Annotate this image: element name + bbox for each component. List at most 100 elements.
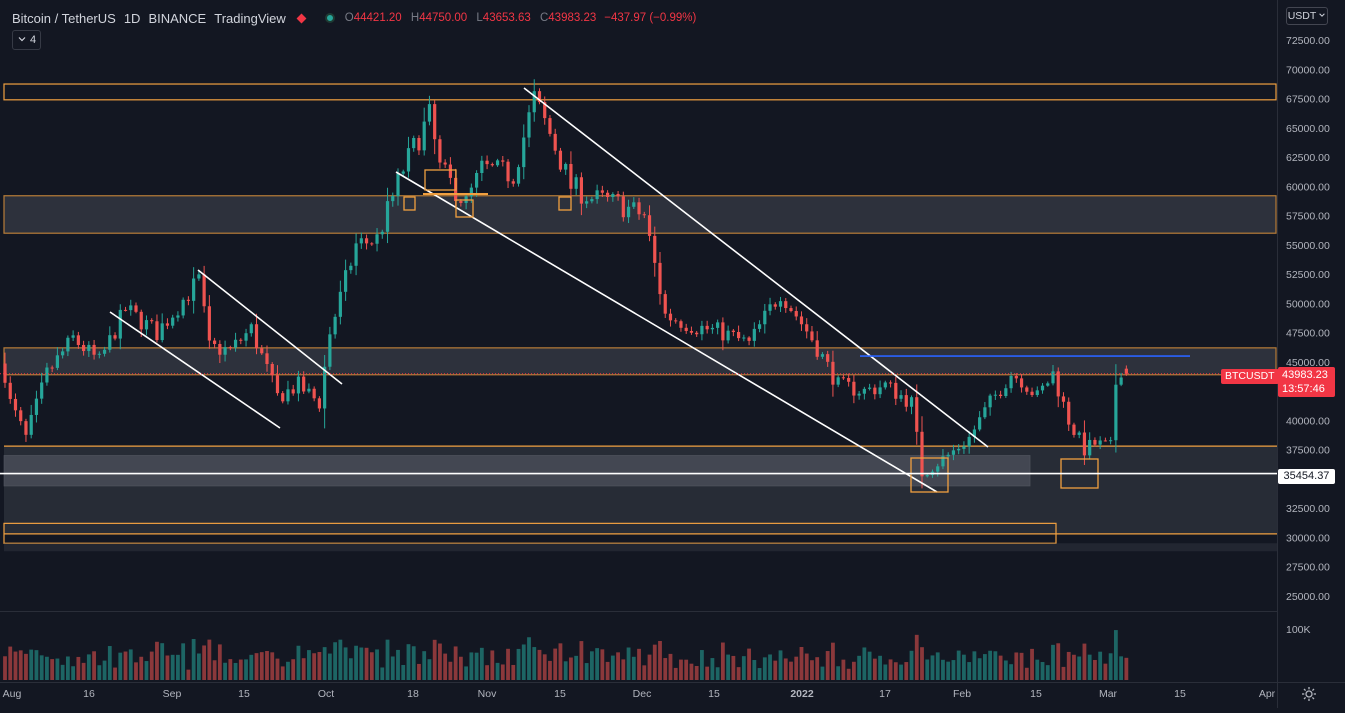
trendline — [109, 311, 281, 429]
volume-bar — [841, 659, 846, 680]
volume-bar — [825, 651, 830, 680]
candle-body — [789, 308, 793, 312]
candle-body — [988, 395, 992, 408]
candle-body — [160, 323, 164, 341]
volume-bar — [259, 652, 264, 680]
time-tick-label: 15 — [1174, 688, 1186, 700]
volume-bar — [553, 648, 558, 680]
candle-body — [71, 335, 75, 338]
indicators-toggle-button[interactable]: 4 — [12, 30, 42, 50]
candle-body — [888, 382, 893, 384]
legend-interval[interactable]: 1D — [123, 10, 141, 26]
currency-select[interactable]: USDT — [1286, 7, 1328, 25]
volume-bar — [443, 653, 448, 680]
candle-body — [621, 196, 625, 218]
candle-body — [946, 454, 950, 457]
volume-bar — [977, 658, 982, 680]
candle-body — [338, 291, 342, 317]
chevron-down-icon — [1318, 10, 1326, 22]
volume-bar — [24, 653, 28, 680]
volume-bar — [988, 650, 993, 680]
candle-body — [747, 337, 751, 341]
candle-body — [443, 162, 447, 165]
candle-body — [668, 313, 673, 321]
volume-bar — [710, 658, 715, 680]
volume-bar — [1077, 656, 1082, 680]
candle-body — [920, 431, 924, 477]
volume-bar — [679, 659, 683, 680]
volume-bar — [448, 661, 453, 680]
volume-bar — [521, 644, 526, 680]
candle-body — [401, 171, 405, 174]
candle-body — [490, 164, 494, 166]
candle-body — [831, 361, 835, 385]
volume-bar — [700, 650, 704, 680]
candle-body — [799, 316, 804, 325]
zones-layer — [3, 83, 1277, 552]
volume-bar — [993, 651, 998, 680]
candle-body — [548, 118, 552, 134]
volume-bar — [76, 656, 81, 680]
volume-bar — [511, 664, 516, 680]
volume-bar — [291, 659, 296, 680]
price-zone-shade — [4, 543, 1277, 552]
volume-bar — [789, 661, 793, 680]
candle-body — [684, 327, 688, 331]
price-tick-label: 25000.00 — [1286, 591, 1330, 603]
candle-body — [202, 274, 206, 307]
volume-bar — [1113, 630, 1118, 680]
volume-bar — [705, 666, 710, 680]
volume-bar — [228, 659, 233, 680]
candle-body — [537, 91, 542, 103]
volume-bar — [107, 646, 112, 680]
volume-bar — [495, 662, 500, 680]
volume-bar — [406, 644, 411, 680]
candle-body — [600, 190, 604, 193]
candle-body — [249, 324, 253, 334]
volume-bar — [401, 664, 406, 680]
price-tick-label: 52500.00 — [1286, 269, 1330, 281]
candle-body — [417, 138, 421, 151]
change-value: −437.97 (−0.99%) — [604, 12, 697, 24]
candle-body — [233, 339, 238, 348]
candle-body — [716, 322, 720, 328]
candle-body — [344, 270, 348, 292]
candle-body — [213, 340, 217, 345]
price-tick-label: 45000.00 — [1286, 357, 1330, 369]
volume-bar — [385, 639, 390, 680]
candle-body — [260, 348, 264, 354]
candle-body — [632, 202, 636, 207]
candle-body — [637, 202, 641, 215]
volume-bar — [474, 652, 479, 680]
volume-bar — [715, 667, 720, 680]
volume-bar — [97, 665, 102, 680]
candle-body — [239, 339, 243, 341]
price-tick-label: 65000.00 — [1286, 123, 1330, 135]
volume-bar — [280, 666, 285, 680]
volume-bar — [217, 644, 222, 680]
candle-body — [50, 367, 54, 369]
horizontal-line-price-tag[interactable]: 35454.37 — [1278, 469, 1335, 484]
volume-bar — [668, 653, 673, 680]
candle-body — [569, 163, 573, 189]
candle-body — [349, 265, 353, 271]
price-zone — [3, 195, 1277, 234]
candle-body — [826, 354, 830, 362]
support-shade — [4, 446, 1277, 534]
volume-bar — [485, 665, 489, 680]
settings-gear-icon[interactable] — [1301, 686, 1317, 702]
legend-symbol[interactable]: Bitcoin / TetherUS — [12, 10, 116, 26]
volume-bar — [930, 655, 935, 680]
last-price-value: 43983.23 — [1282, 369, 1328, 381]
volume-bar — [768, 654, 772, 680]
candle-body — [579, 177, 583, 204]
candle-body — [45, 367, 49, 383]
volume-bar — [532, 647, 537, 680]
volume-bar — [836, 666, 841, 680]
highlight-box — [424, 169, 457, 191]
volume-bar — [238, 659, 243, 680]
candle-body — [1098, 440, 1102, 445]
volume-bar — [333, 642, 338, 680]
